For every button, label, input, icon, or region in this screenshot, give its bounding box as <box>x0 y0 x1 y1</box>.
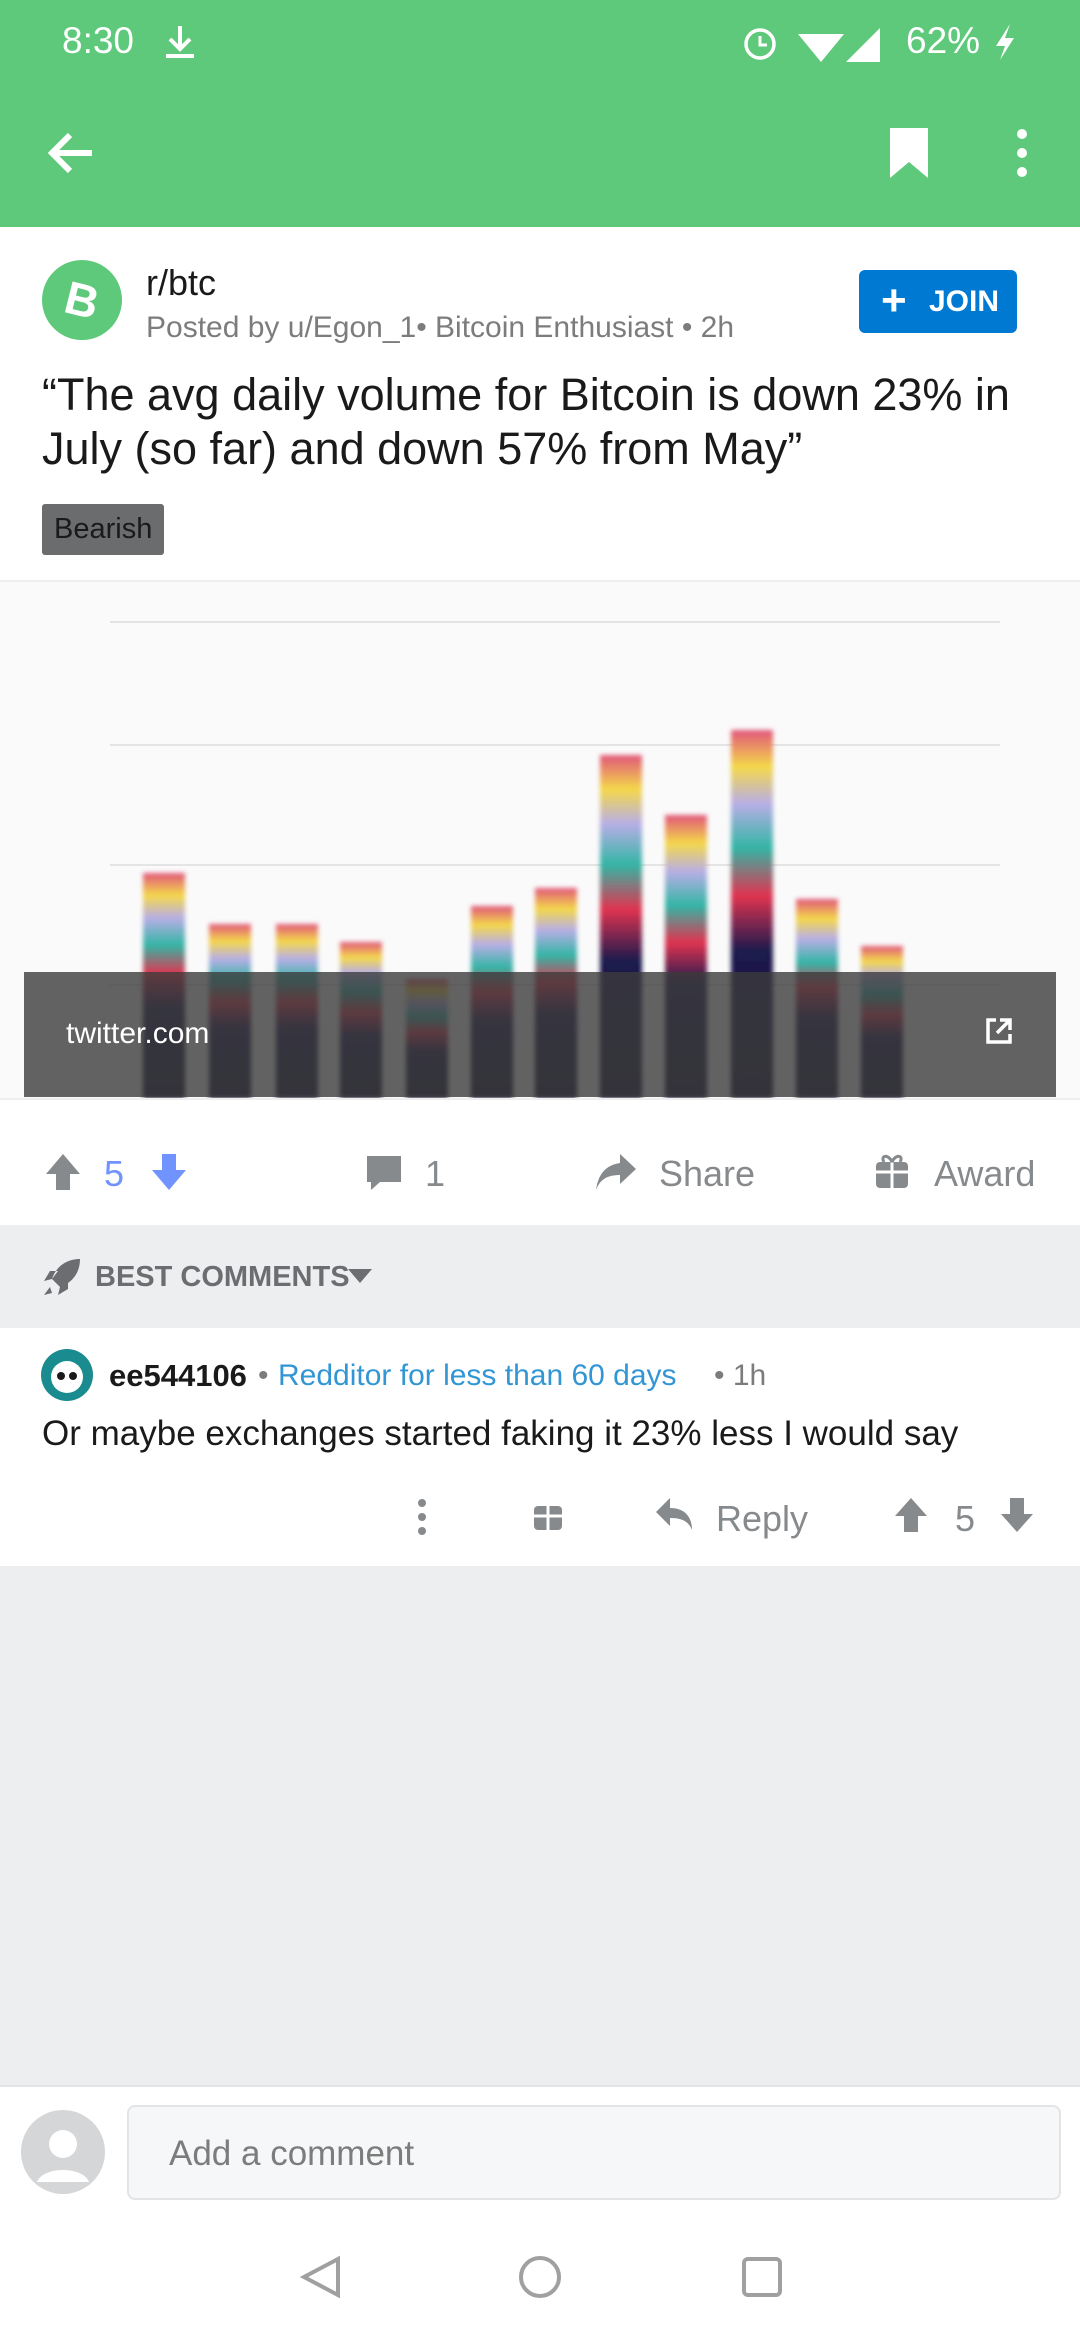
downvote-button[interactable] <box>150 1152 188 1192</box>
comment-award[interactable] <box>532 1498 564 1532</box>
comment-more[interactable] <box>414 1498 430 1538</box>
link-domain: twitter.com <box>66 1017 210 1050</box>
post-title: “The avg daily volume for Bitcoin is dow… <box>42 369 1010 474</box>
sort-label: BEST COMMENTS <box>95 1261 350 1293</box>
comment-vote-count: 5 <box>955 1498 976 1539</box>
battery-level: 62% <box>906 20 981 61</box>
save-button[interactable] <box>886 126 932 180</box>
comment-input[interactable]: Add a comment <box>127 2105 1061 2200</box>
empty-area <box>0 1566 1080 2085</box>
join-button[interactable]: + JOIN <box>859 270 1017 333</box>
status-time: 8:30 <box>62 20 135 61</box>
comment-upvote[interactable] <box>893 1496 929 1534</box>
upvote-button[interactable] <box>44 1152 82 1192</box>
comment-placeholder: Add a comment <box>169 2134 415 2173</box>
link-preview[interactable]: twitter.com <box>0 580 1080 1100</box>
rocket-icon <box>44 1259 80 1295</box>
comment: ee544106 • Redditor for less than 60 day… <box>0 1328 1080 1566</box>
post-meta: Posted by u/Egon_1• Bitcoin Enthusiast •… <box>146 311 735 344</box>
reply-icon[interactable] <box>654 1496 694 1532</box>
download-icon <box>166 26 194 58</box>
comment-author[interactable]: ee544106 <box>109 1358 247 1393</box>
subreddit-icon[interactable]: B <box>42 260 122 340</box>
comments-sort-bar[interactable]: BEST COMMENTS <box>0 1225 1080 1328</box>
dropdown-caret <box>348 1269 372 1283</box>
share-label[interactable]: Share <box>659 1153 756 1194</box>
more-button[interactable] <box>1010 128 1034 180</box>
app-bar: 8:30 62% <box>0 0 1080 227</box>
join-label: JOIN <box>929 285 1000 318</box>
comment-avatar[interactable] <box>40 1348 94 1402</box>
post-comment-count: 1 <box>425 1153 446 1194</box>
award-icon[interactable] <box>874 1152 910 1190</box>
share-icon[interactable] <box>594 1150 638 1194</box>
comment-icon[interactable] <box>364 1153 404 1193</box>
status-icons <box>744 28 880 62</box>
comment-age: • 1h <box>714 1359 767 1392</box>
charging-icon <box>996 24 1014 60</box>
comment-body: Or maybe exchanges started faking it 23%… <box>42 1414 959 1453</box>
back-button[interactable] <box>44 128 96 178</box>
comment-downvote[interactable] <box>999 1496 1035 1534</box>
post-vote-count: 5 <box>104 1153 125 1194</box>
external-link-icon <box>986 1018 1012 1044</box>
comment-composer: Add a comment <box>0 2085 1080 2342</box>
comment-badge: Redditor for less than 60 days <box>278 1359 677 1392</box>
nav-bar[interactable] <box>290 2247 790 2307</box>
user-avatar <box>21 2110 105 2194</box>
separator: • <box>258 1359 269 1392</box>
post-flair: Bearish <box>42 504 165 555</box>
award-label[interactable]: Award <box>934 1153 1036 1194</box>
reply-label[interactable]: Reply <box>716 1498 809 1539</box>
link-overlay: twitter.com <box>24 972 1056 1097</box>
subreddit-name[interactable]: r/btc <box>146 262 217 303</box>
